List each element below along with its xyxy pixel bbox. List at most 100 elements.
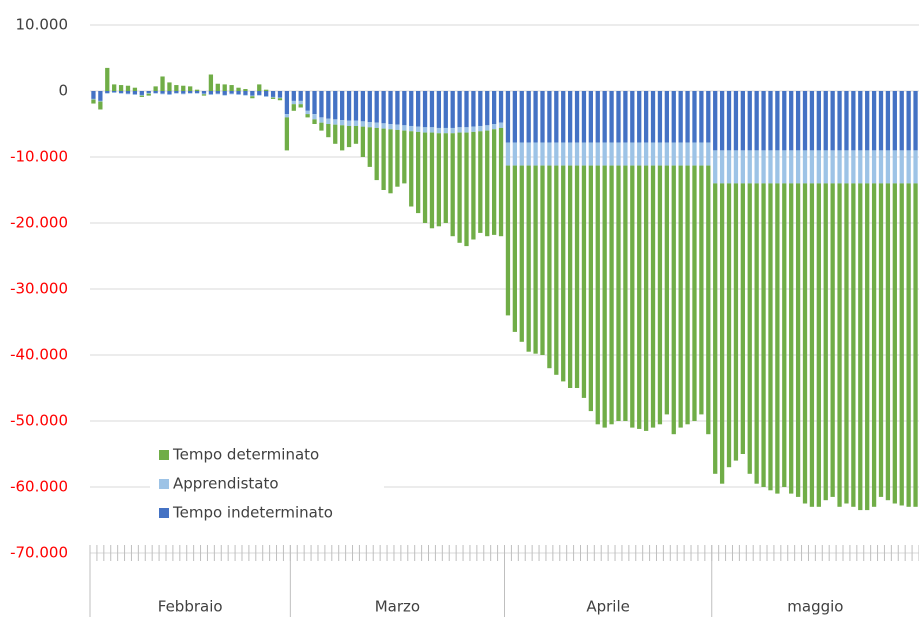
bar-segment — [222, 94, 227, 96]
bar-segment — [526, 91, 531, 143]
bar-segment — [768, 91, 773, 151]
bar-segment — [616, 91, 621, 143]
bar-segment — [547, 142, 552, 166]
bar-segment — [602, 142, 607, 166]
legend: Tempo determinato Apprendistato Tempo inde… — [150, 440, 384, 528]
bar-segment — [194, 89, 200, 91]
bar-segment — [416, 126, 421, 132]
bar-segment — [692, 91, 697, 143]
bar-segment — [505, 142, 511, 166]
bar-segment — [719, 150, 725, 184]
bar-segment — [125, 93, 131, 95]
bar-segment — [236, 87, 241, 91]
bar-segment — [181, 85, 186, 91]
bar-segment — [913, 150, 918, 184]
bar-segment — [526, 165, 531, 352]
bar-segment — [602, 165, 607, 428]
bar-segment — [768, 183, 773, 491]
bar-segment — [554, 91, 559, 143]
bar-segment — [409, 131, 414, 207]
bar-segment — [188, 86, 193, 91]
bar-segment — [789, 183, 794, 494]
bar-segment — [429, 91, 435, 128]
legend-swatch — [159, 479, 169, 489]
bar-segment — [160, 76, 165, 91]
bar-segment — [643, 91, 649, 143]
y-tick-label: -50.000 — [10, 412, 68, 430]
bar-segment — [754, 150, 759, 184]
bar-segment — [471, 131, 476, 240]
bar-segment — [554, 142, 559, 166]
bar-segment — [270, 96, 276, 98]
bar-segment — [588, 91, 593, 143]
bar-segment — [360, 91, 366, 122]
bar-segment — [118, 92, 124, 94]
bar-segment — [740, 91, 745, 151]
legend-swatch — [159, 450, 169, 460]
bar-segment — [637, 165, 642, 429]
bar-segment — [181, 91, 186, 94]
bar-segment — [146, 93, 151, 96]
bar-segment — [837, 150, 842, 184]
bar-segment — [395, 129, 400, 187]
bar-segment — [533, 165, 538, 354]
legend-label: Apprendistato — [173, 475, 279, 493]
bar-segment — [823, 91, 828, 151]
bar-segment — [485, 91, 490, 126]
bar-segment — [844, 91, 849, 151]
bar-segment — [353, 125, 359, 144]
bar-segment — [540, 142, 545, 166]
bars — [91, 67, 918, 511]
bar-segment — [346, 91, 352, 121]
bar-segment — [699, 91, 704, 143]
bar-segment — [257, 94, 262, 96]
legend-label: Tempo determinato — [172, 446, 319, 464]
bar-segment — [98, 101, 103, 110]
bar-segment — [637, 91, 642, 143]
bar-segment — [533, 142, 538, 166]
bar-segment — [809, 91, 815, 151]
bar-segment — [782, 183, 787, 487]
bar-segment — [125, 85, 131, 91]
bar-segment — [823, 150, 828, 184]
y-tick-label: 10.000 — [16, 16, 69, 34]
bar-segment — [630, 142, 635, 166]
bar-segment — [858, 183, 863, 511]
bar-segment — [319, 122, 324, 131]
bar-segment — [657, 91, 663, 143]
bar-segment — [229, 85, 234, 91]
bar-segment — [802, 91, 808, 151]
bar-segment — [637, 142, 642, 166]
bar-segment — [353, 91, 359, 121]
bar-segment — [243, 89, 248, 91]
bar-segment — [319, 91, 324, 118]
bar-segment — [602, 91, 607, 143]
bar-segment — [243, 94, 248, 96]
bar-segment — [388, 91, 393, 124]
bar-segment — [671, 91, 676, 143]
bar-segment — [153, 86, 158, 91]
bar-segment — [706, 165, 711, 435]
bar-segment — [395, 124, 400, 130]
bar-segment — [871, 150, 877, 184]
bar-segment — [685, 91, 690, 143]
bar-segment — [830, 183, 835, 497]
bar-segment — [830, 150, 835, 184]
bar-segment — [264, 89, 269, 91]
bar-segment — [588, 142, 593, 166]
bar-segment — [650, 165, 656, 428]
bar-segment — [740, 183, 745, 454]
bar-segment — [305, 110, 310, 115]
bar-segment — [471, 91, 476, 127]
bar-segment — [795, 91, 801, 151]
bar-segment — [222, 84, 227, 91]
bar-segment — [167, 94, 172, 95]
bar-segment — [340, 120, 345, 126]
bar-segment — [643, 142, 649, 166]
bar-segment — [498, 122, 504, 128]
y-tick-label: -30.000 — [10, 280, 68, 298]
bar-segment — [609, 142, 614, 166]
bar-segment — [105, 92, 110, 94]
bar-segment — [858, 150, 863, 184]
bar-segment — [98, 100, 103, 102]
